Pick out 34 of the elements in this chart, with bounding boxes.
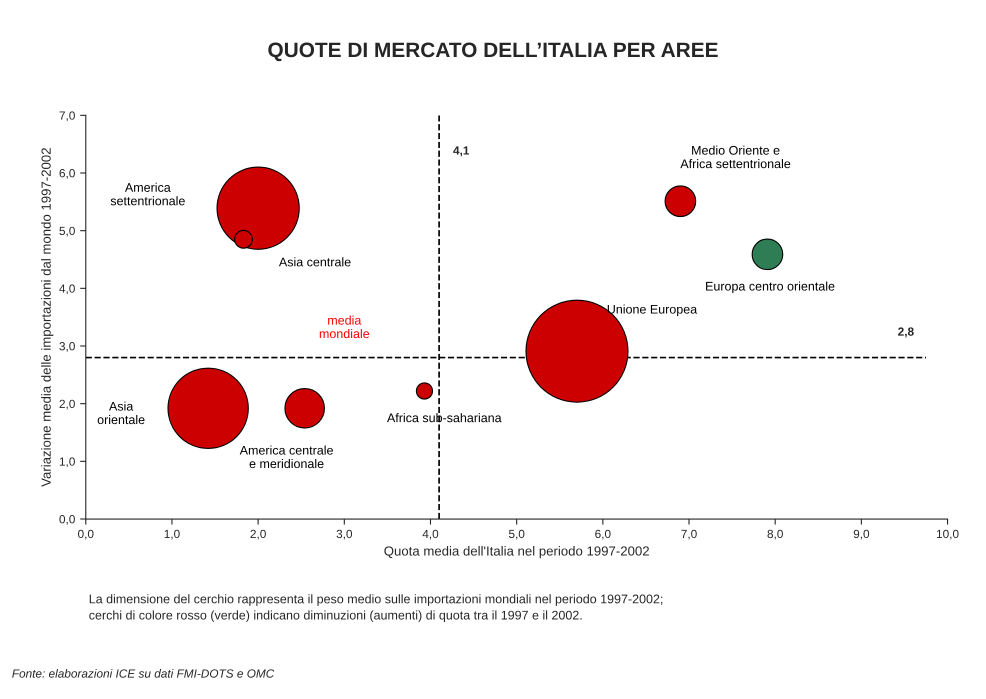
annotation: America centrale e meridionale (240, 445, 333, 468)
x-tick-label: 2,0 (250, 530, 266, 540)
y-tick-label: 7,0 (60, 111, 75, 122)
x-axis-title: Quota media dell'Italia nel periodo 1997-2002 (384, 546, 649, 558)
source-note: Fonte: elaborazioni ICE su dati FMI-DOTS e OMC (12, 669, 274, 678)
annotation: Medio Oriente e Africa settentrionale (680, 146, 790, 168)
y-axis-title: Variazione media delle importazioni dal mondo 1997-2002 (41, 148, 54, 487)
y-tick-label: 6,0 (60, 169, 75, 179)
annotation: Asia centrale (278, 257, 351, 266)
y-tick-label: 2,0 (60, 400, 75, 410)
ref-line-label: 2,8 (898, 327, 914, 338)
y-tick-label: 1,0 (60, 457, 75, 468)
annotation: Asia orientale (98, 401, 145, 424)
annotation: America settentrionale (110, 182, 185, 206)
x-tick-label: 0,0 (78, 530, 94, 540)
x-tick-label: 9,0 (854, 530, 870, 540)
x-tick-label: 8,0 (768, 530, 783, 540)
annotation: media mondiale (320, 316, 370, 338)
y-tick-label: 0,0 (59, 515, 75, 525)
x-tick-label: 3,0 (336, 530, 352, 540)
y-tick-label: 4,0 (59, 284, 75, 294)
x-tick-label: 1,0 (164, 530, 180, 540)
ref-line-label: 4,1 (453, 146, 470, 156)
annotation: Europa centro orientale (706, 281, 834, 294)
x-tick-label: 7,0 (681, 530, 697, 540)
x-tick-label: 10,0 (936, 530, 959, 540)
x-tick-label: 6,0 (595, 530, 611, 540)
chart-title: QUOTE DI MERCATO DELL’ITALIA PER AREE (268, 42, 718, 62)
x-tick-label: 5,0 (508, 530, 524, 540)
text: La dimensione del cerchio rappresenta il peso medio sulle importazioni mondiali nel periodo 1997-2002; cerchi di colore rosso (verde) indicano diminuzioni (aumenti) di quota tra il 1997 e il 2002. (89, 594, 662, 622)
annotation: Unione Europea (608, 304, 698, 316)
y-tick-label: 3,0 (59, 342, 75, 352)
x-tick-label: 4,0 (422, 530, 438, 540)
y-tick-label: 5,0 (59, 226, 75, 236)
